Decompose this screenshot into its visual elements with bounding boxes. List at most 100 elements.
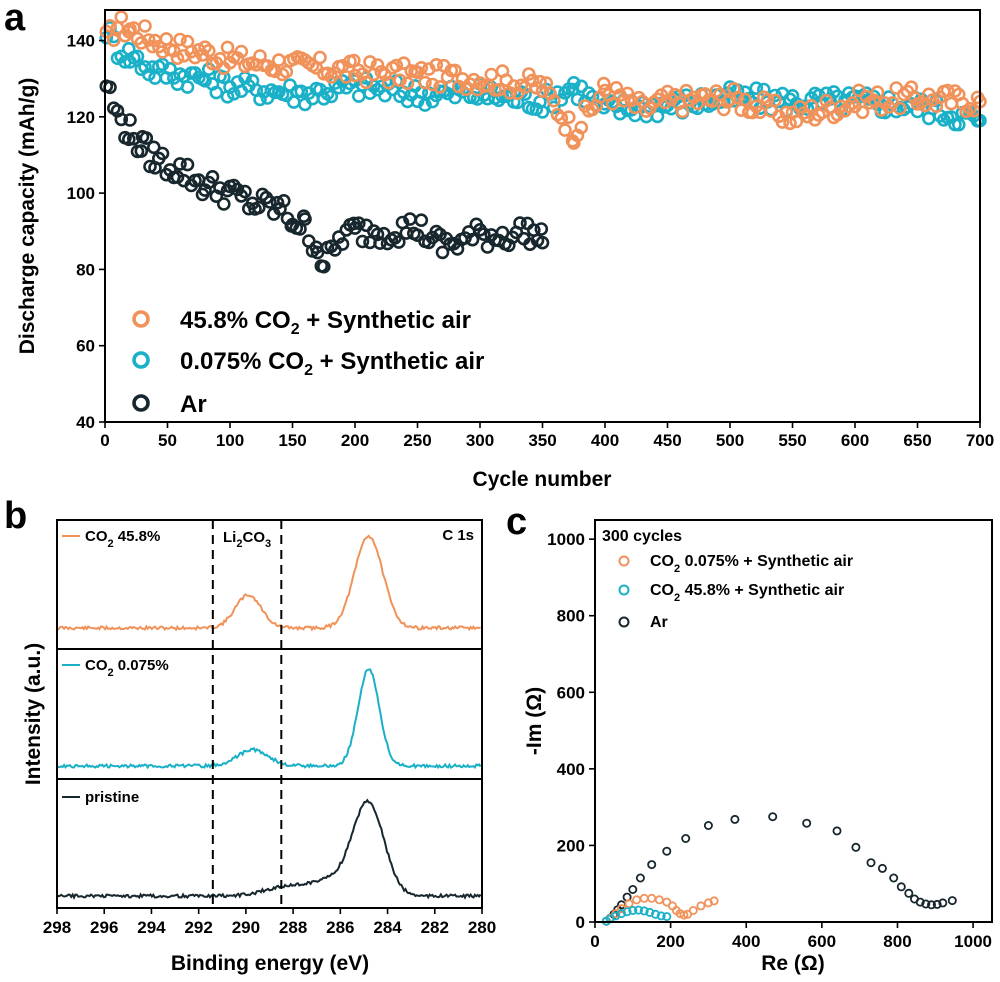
- panel-a-point: [944, 110, 959, 124]
- panel-a-x-tick-label: 700: [966, 431, 994, 450]
- panel-a-point: [122, 132, 136, 147]
- panel-a-legend-label: Ar: [180, 391, 207, 418]
- panel-a-point: [529, 102, 544, 116]
- panel-a-chart: 0 50 100 150 200 250 300 350 400 450 500 550 600 650 7…: [16, 9, 994, 491]
- panel-c-point: [639, 906, 649, 916]
- label-text: CO: [242, 529, 265, 546]
- panel-a-point: [400, 76, 415, 91]
- panel-a-point: [616, 94, 631, 108]
- panel-a-point: [418, 75, 432, 90]
- panel-c-y-axis: 0 200 400 600 800 1000: [547, 530, 595, 932]
- panel-a-point: [227, 87, 241, 101]
- panel-c-point: [896, 882, 906, 892]
- panel-b-series-label: CO2 45.8%: [85, 528, 160, 550]
- panel-c-point: [628, 906, 638, 916]
- panel-c-point: [832, 826, 842, 836]
- panel-a-point: [503, 86, 517, 100]
- panel-a-point: [130, 49, 145, 64]
- panel-a-point: [546, 100, 561, 115]
- panel-a-point: [874, 103, 889, 117]
- panel-c-x-tick-label: 800: [883, 932, 911, 951]
- panel-a-point: [134, 144, 149, 158]
- panel-c-point: [628, 885, 638, 895]
- panel-a-point: [391, 235, 406, 249]
- label-text: 0.075% CO: [180, 348, 304, 375]
- panel-b-y-title: Intensity (a.u.): [22, 643, 45, 785]
- panel-a-point: [566, 76, 581, 90]
- panel-c-point: [635, 873, 645, 883]
- panel-a-point: [435, 245, 450, 260]
- panel-a-point: [396, 56, 411, 71]
- panel-a-point: [205, 170, 220, 184]
- panel-a-x-tick-label: 450: [653, 431, 681, 450]
- panel-a-y-tick-label: 60: [76, 337, 95, 356]
- label-subscript: 2: [291, 321, 300, 338]
- panel-c-point: [921, 899, 931, 909]
- panel-a-point: [480, 240, 495, 254]
- panel-b-c1s-label: C 1s: [442, 527, 474, 544]
- panel-a-point: [335, 237, 350, 251]
- panel-a-point: [180, 80, 195, 94]
- panel-c-chart: 0 200 400 600 800 1000 0 200 400 600 800 1000 Re (…: [523, 519, 993, 975]
- panel-a-point: [535, 235, 550, 250]
- panel-c-y-title: -Im (Ω): [523, 687, 546, 755]
- panel-a-point: [114, 10, 129, 24]
- panel-a-point: [370, 58, 385, 72]
- label-subscript: 2: [674, 563, 680, 575]
- panel-a-point: [198, 74, 212, 88]
- panel-a-point: [234, 44, 249, 59]
- label-text: Ar: [180, 391, 207, 418]
- panel-a-point: [217, 70, 231, 85]
- panel-c-point: [703, 821, 713, 831]
- panel-a-point: [425, 77, 440, 92]
- panel-a-point: [558, 123, 572, 137]
- panel-a-point: [230, 51, 245, 65]
- label-subscript: 2: [236, 538, 242, 550]
- panel-a-point: [554, 93, 569, 107]
- panel-a-point: [713, 87, 727, 102]
- label-text: Ar: [650, 614, 668, 631]
- panel-b-x-tick-label: 294: [137, 918, 166, 937]
- panel-c-point: [877, 863, 887, 873]
- panel-b-series-labels: CO2 45.8%CO2 0.075%pristine: [62, 528, 169, 806]
- panel-a-point: [613, 106, 627, 121]
- panel-b-x-tick-label: 282: [421, 918, 449, 937]
- panel-c-y-tick-label: 600: [557, 683, 585, 702]
- panel-a-x-tick-label: 100: [216, 431, 244, 450]
- panel-a-point: [331, 230, 346, 244]
- panel-a-legend-label: 0.075% CO2 + Synthetic air: [180, 348, 484, 379]
- panel-a-point: [414, 213, 429, 227]
- panel-a-point: [276, 194, 291, 208]
- panel-b-spectrum-line: [56, 798, 482, 900]
- panel-a-point: [609, 81, 624, 95]
- panel-a-point: [263, 195, 277, 209]
- panel-c-point: [617, 909, 627, 919]
- panel-c-frame: [594, 519, 993, 923]
- panel-c-point: [696, 901, 706, 911]
- panel-c-point: [802, 818, 812, 828]
- panel-b-x-tick-label: 292: [184, 918, 212, 937]
- label-text: CO: [650, 553, 674, 570]
- panel-a-y-axis: 40 60 80 100 120 140: [67, 32, 105, 432]
- panel-a-point: [351, 63, 366, 78]
- panel-a-point: [738, 92, 752, 107]
- label-subscript: 2: [304, 362, 313, 379]
- panel-a-point: [581, 86, 596, 100]
- panel-a-points: [99, 10, 987, 274]
- panel-a-x-tick-label: 50: [158, 431, 177, 450]
- panel-c-y-tick-label: 400: [557, 760, 585, 779]
- panel-a-x-title: Cycle number: [473, 468, 612, 491]
- panel-a-point: [393, 73, 407, 88]
- panel-a-point: [147, 140, 161, 155]
- panel-a-point: [749, 81, 764, 95]
- panel-a-point: [251, 200, 266, 215]
- panel-a-point: [271, 53, 286, 67]
- panel-c-point: [938, 898, 948, 908]
- panel-a-x-axis: 0 50 100 150 200 250 300 350 400 450 500 550 600 650 7…: [100, 422, 994, 450]
- panel-c-x-tick-label: 200: [656, 932, 684, 951]
- panel-c-point: [622, 907, 632, 917]
- panel-a-point: [561, 110, 576, 124]
- panel-a-point: [142, 33, 156, 47]
- panel-a-point: [484, 67, 499, 82]
